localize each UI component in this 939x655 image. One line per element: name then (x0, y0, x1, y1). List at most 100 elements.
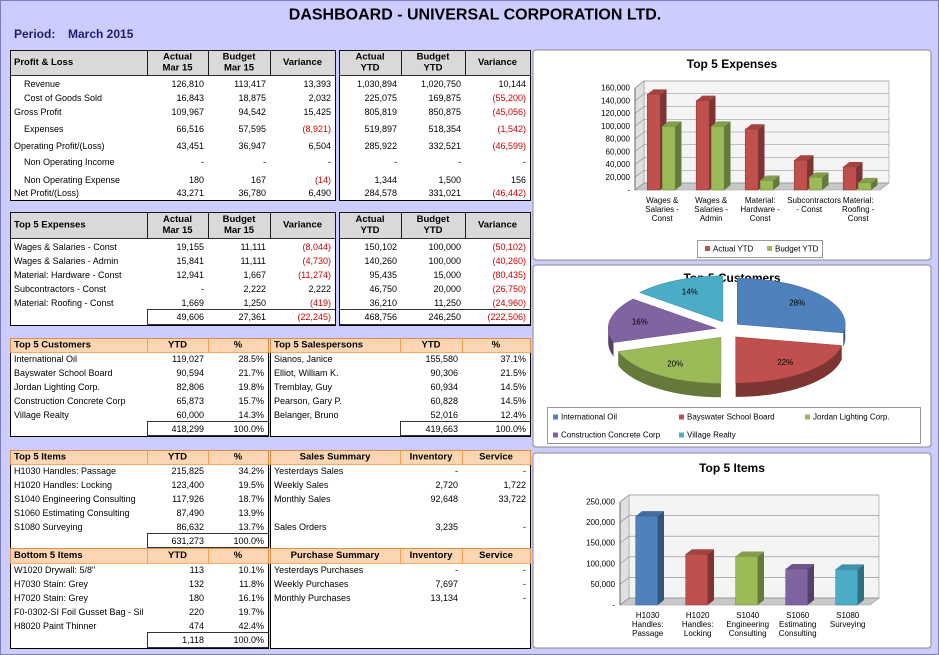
grid-line (634, 144, 889, 152)
y-tick-label: - (612, 601, 615, 610)
bar (735, 556, 758, 606)
cell-value: - (523, 522, 526, 532)
x-tick-label: Wages & Salaries - Admin (694, 196, 729, 223)
header-cell (270, 212, 336, 239)
cell-value: 220 (189, 607, 204, 617)
header-text: Top 5 Salespersons (274, 340, 363, 351)
bar (646, 94, 661, 191)
bar (685, 553, 708, 606)
row-label: Sianos, Janice (274, 354, 333, 364)
header-text: YTD (361, 225, 380, 236)
cell-value: 14.5% (500, 382, 526, 392)
cell-value: (222,506) (487, 312, 526, 322)
cell-value: 167 (251, 175, 266, 185)
slice-side (618, 351, 721, 398)
row-label: H1020 Handles: Locking (14, 480, 112, 490)
cell-value: 113 (190, 565, 204, 575)
slice-side (608, 328, 614, 357)
slice-label: 22% (777, 358, 793, 367)
table-body (270, 338, 531, 437)
bar (695, 100, 710, 191)
cell-value: (8,044) (302, 242, 331, 252)
cell-value: 65,873 (176, 396, 204, 406)
cell-value: 109,967 (171, 107, 204, 117)
bar (793, 159, 808, 191)
row-label: Village Realty (14, 410, 69, 420)
cell-value: (26,750) (492, 284, 526, 294)
y-tick-label: 200,000 (586, 518, 615, 527)
table-body (10, 450, 269, 549)
row-label: Material: Hardware - Const (14, 270, 122, 280)
header-text: % (234, 550, 243, 561)
header-text: YTD (168, 452, 187, 463)
total-box (147, 632, 269, 648)
bar-top (635, 511, 664, 517)
cell-value: 49,606 (176, 312, 204, 322)
bar-top (760, 175, 780, 181)
bar-top (843, 162, 863, 167)
bar-side (822, 172, 829, 190)
slice-label: 20% (667, 360, 683, 369)
header-text: Top 5 Items (14, 452, 66, 463)
cell-value: 95,435 (369, 270, 397, 280)
header-cell (208, 212, 271, 239)
row-label: Weekly Purchases (274, 579, 349, 589)
header-text: Service (479, 452, 513, 463)
legend-swatch (679, 414, 684, 420)
cell-value: 18,875 (238, 93, 266, 103)
cell-value: 1,722 (503, 480, 526, 490)
header-text: Bottom 5 Items (14, 550, 83, 561)
cell-value: 36,210 (369, 298, 397, 308)
cell-value: (8,921) (302, 124, 331, 134)
cell-value: 155,580 (425, 354, 458, 364)
legend-label: Bayswater School Board (687, 413, 775, 422)
cell-value: 100,000 (428, 242, 461, 252)
cell-value: 37.1% (500, 354, 526, 364)
cell-value: - (523, 157, 526, 167)
bar-side (707, 549, 714, 605)
cell-value: 1,669 (181, 298, 204, 308)
header-cell (462, 450, 531, 465)
header-text: % (234, 452, 243, 463)
cell-value: 331,021 (428, 188, 461, 198)
total-box (147, 533, 269, 548)
y-tick-label: 120,000 (601, 109, 630, 118)
cell-value: 18.7% (238, 494, 264, 504)
cell-value: 6,504 (308, 141, 331, 151)
row-label: Bayswater School Board (14, 368, 113, 378)
cell-value: 11.8% (239, 579, 264, 589)
cell-value: 7,697 (435, 579, 458, 589)
cell-value: 13,134 (430, 593, 458, 603)
legend-label: Jordan Lighting Corp. (813, 413, 890, 422)
x-tick-label: H1030 Handles: Passage (631, 611, 664, 638)
cell-value: 11,111 (240, 256, 266, 266)
cell-value: 2,222 (308, 284, 331, 294)
row-label: Subcontractors - Const (14, 284, 107, 294)
cell-value: - (201, 157, 204, 167)
header-text: Inventory (410, 550, 453, 561)
cell-value: (22,245) (297, 312, 331, 322)
header-cell (401, 212, 466, 239)
grid-line (619, 515, 879, 523)
header-text: % (234, 340, 243, 351)
cell-value: 156 (511, 175, 526, 185)
bar-side (657, 511, 664, 605)
cell-value: 10,144 (498, 79, 526, 89)
bar-top (647, 89, 667, 95)
cell-value: 13,393 (303, 79, 331, 89)
bar-top (696, 95, 716, 101)
bar-side (773, 175, 780, 190)
cell-value: 1,030,894 (357, 79, 397, 89)
cell-value: 126,810 (171, 79, 204, 89)
cell-value: 169,875 (428, 93, 461, 103)
cell-value: 100.0% (233, 635, 264, 645)
cell-value: 34.2% (238, 466, 264, 476)
cell-value: 100.0% (233, 536, 264, 546)
cell-value: 3,235 (435, 522, 458, 532)
cell-value: (50,102) (492, 242, 526, 252)
legend-swatch (805, 414, 810, 420)
header-text: Inventory (410, 452, 453, 463)
x-tick-label: Material: Roofing - Const (841, 196, 875, 223)
